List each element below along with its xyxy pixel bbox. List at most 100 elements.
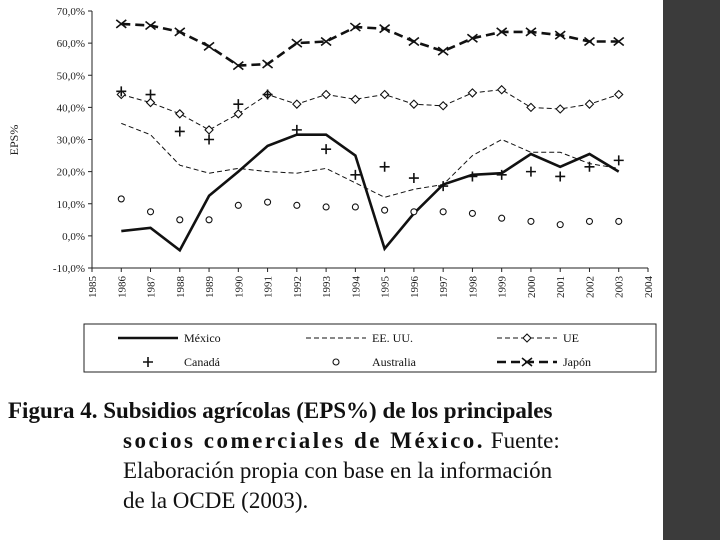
data-point-ue: [555, 104, 565, 114]
data-point-jap-n: [232, 60, 244, 71]
data-point-canad: [350, 169, 361, 180]
y-tick-label: 60,0%: [57, 38, 85, 50]
caption-title-line1: Subsidios agrícolas (EPS%) de los princi…: [103, 398, 553, 423]
caption-source-word: Fuente:: [490, 428, 560, 453]
x-tick-label: 1999: [497, 276, 509, 299]
data-point-australia: [234, 201, 242, 209]
data-point-ue: [613, 89, 624, 100]
y-tick-label: 50,0%: [57, 70, 85, 82]
series-layer: [115, 19, 625, 253]
legend-marker-ue: [522, 333, 532, 343]
data-point-jap-n: [554, 30, 566, 40]
legend-label-m-xico: México: [184, 331, 221, 345]
data-point-canad: [408, 173, 419, 184]
data-point-ue: [204, 125, 214, 135]
series-australia: [117, 195, 623, 229]
data-point-canad: [496, 169, 507, 180]
x-tick-label: 2002: [584, 276, 596, 298]
x-tick-label: 1998: [467, 276, 479, 299]
y-tick-label: -10,0%: [53, 263, 85, 275]
data-point-canad: [204, 134, 215, 145]
x-tick-label: 1985: [87, 276, 99, 299]
data-point-australia: [439, 208, 447, 216]
data-point-canad: [525, 166, 536, 177]
y-tick-label: 40,0%: [57, 102, 85, 114]
caption-source-line3: Elaboración propia con base en la inform…: [123, 458, 553, 483]
x-tick-label: 1989: [204, 276, 216, 299]
legend-label-ue: UE: [563, 331, 579, 345]
caption-source-line4: de la OCDE (2003).: [123, 488, 309, 513]
data-point-jap-n: [349, 22, 361, 32]
data-point-australia: [468, 209, 476, 217]
data-point-australia: [322, 203, 330, 211]
data-point-australia: [117, 195, 125, 203]
data-point-canad: [233, 99, 244, 110]
x-tick-label: 1988: [175, 276, 187, 299]
figure-caption: Figura 4. Subsidios agrícolas (EPS%) de …: [8, 396, 660, 516]
series-line-ue: [121, 89, 619, 131]
data-point-jap-n: [291, 38, 303, 48]
data-point-ue: [379, 89, 390, 100]
data-point-australia: [615, 217, 623, 225]
data-point-ue: [584, 99, 595, 109]
y-tick-label: 30,0%: [57, 135, 85, 147]
plot-frame: [91, 11, 648, 269]
series-line-jap-n: [121, 22, 619, 67]
x-tick-label: 1992: [292, 276, 304, 298]
data-point-australia: [176, 216, 184, 224]
data-point-ue: [145, 97, 156, 108]
data-point-jap-n: [262, 59, 274, 69]
x-tick-label: 1996: [409, 276, 421, 299]
data-point-jap-n: [174, 27, 186, 37]
series-ee-uu: [121, 122, 619, 198]
data-point-ue: [175, 109, 185, 119]
caption-title-line2: socios comerciales de México.: [123, 428, 486, 453]
data-point-ue: [526, 102, 536, 113]
data-point-canad: [584, 161, 595, 172]
x-tick-label: 1986: [116, 276, 128, 299]
data-point-canad: [613, 155, 624, 166]
legend-marker-australia: [332, 358, 340, 366]
data-point-ue: [321, 89, 331, 100]
data-point-jap-n: [408, 36, 420, 47]
series-jap-n: [115, 19, 625, 71]
x-axis-ticks: 1985 1986 1987 1988 1989 1990 1991 1992 1993 1994…: [87, 268, 655, 298]
legend-label-canad: Canadá: [184, 355, 221, 369]
y-axis-label: EPS%: [7, 125, 21, 156]
data-point-canad: [438, 181, 449, 192]
x-tick-label: 2003: [614, 276, 626, 299]
data-point-canad: [145, 89, 156, 100]
data-point-jap-n: [466, 33, 478, 43]
x-tick-label: 1994: [350, 276, 362, 299]
legend-box: [83, 323, 657, 373]
data-point-australia: [556, 221, 564, 229]
data-point-jap-n: [437, 46, 449, 56]
data-point-australia: [381, 206, 389, 214]
data-point-australia: [585, 217, 594, 225]
data-point-jap-n: [320, 36, 332, 47]
legend-label-australia: Australia: [372, 355, 417, 369]
series-canad: [116, 86, 624, 192]
eps-chart: -10,0% 0,0% 10,0% 20,0% 30,0% 40,0% 50,0% 60,0%…: [7, 6, 657, 373]
caption-label: Figura 4.: [8, 398, 98, 423]
y-tick-label: 10,0%: [57, 199, 85, 211]
data-point-ue: [438, 100, 448, 111]
x-tick-label: 1987: [146, 276, 158, 299]
y-tick-label: 20,0%: [57, 167, 85, 179]
data-point-canad: [116, 86, 127, 97]
side-band: [663, 0, 720, 540]
data-point-ue: [467, 88, 478, 98]
series-line-ee-uu: [121, 122, 619, 198]
series-m-xico: [121, 133, 620, 253]
y-axis-ticks: -10,0% 0,0% 10,0% 20,0% 30,0% 40,0% 50,0% 60,0%…: [53, 6, 92, 275]
series-ue: [116, 84, 624, 135]
data-point-ue: [233, 109, 244, 119]
data-point-canad: [555, 171, 566, 182]
data-point-jap-n: [115, 19, 127, 29]
data-point-jap-n: [525, 27, 537, 37]
legend: México EE. UU. UE Canadá Australia Japón: [83, 323, 657, 373]
legend-marker-canad: [143, 357, 153, 367]
data-point-ue: [496, 84, 507, 95]
data-point-ue: [350, 94, 361, 105]
data-point-australia: [205, 216, 213, 224]
